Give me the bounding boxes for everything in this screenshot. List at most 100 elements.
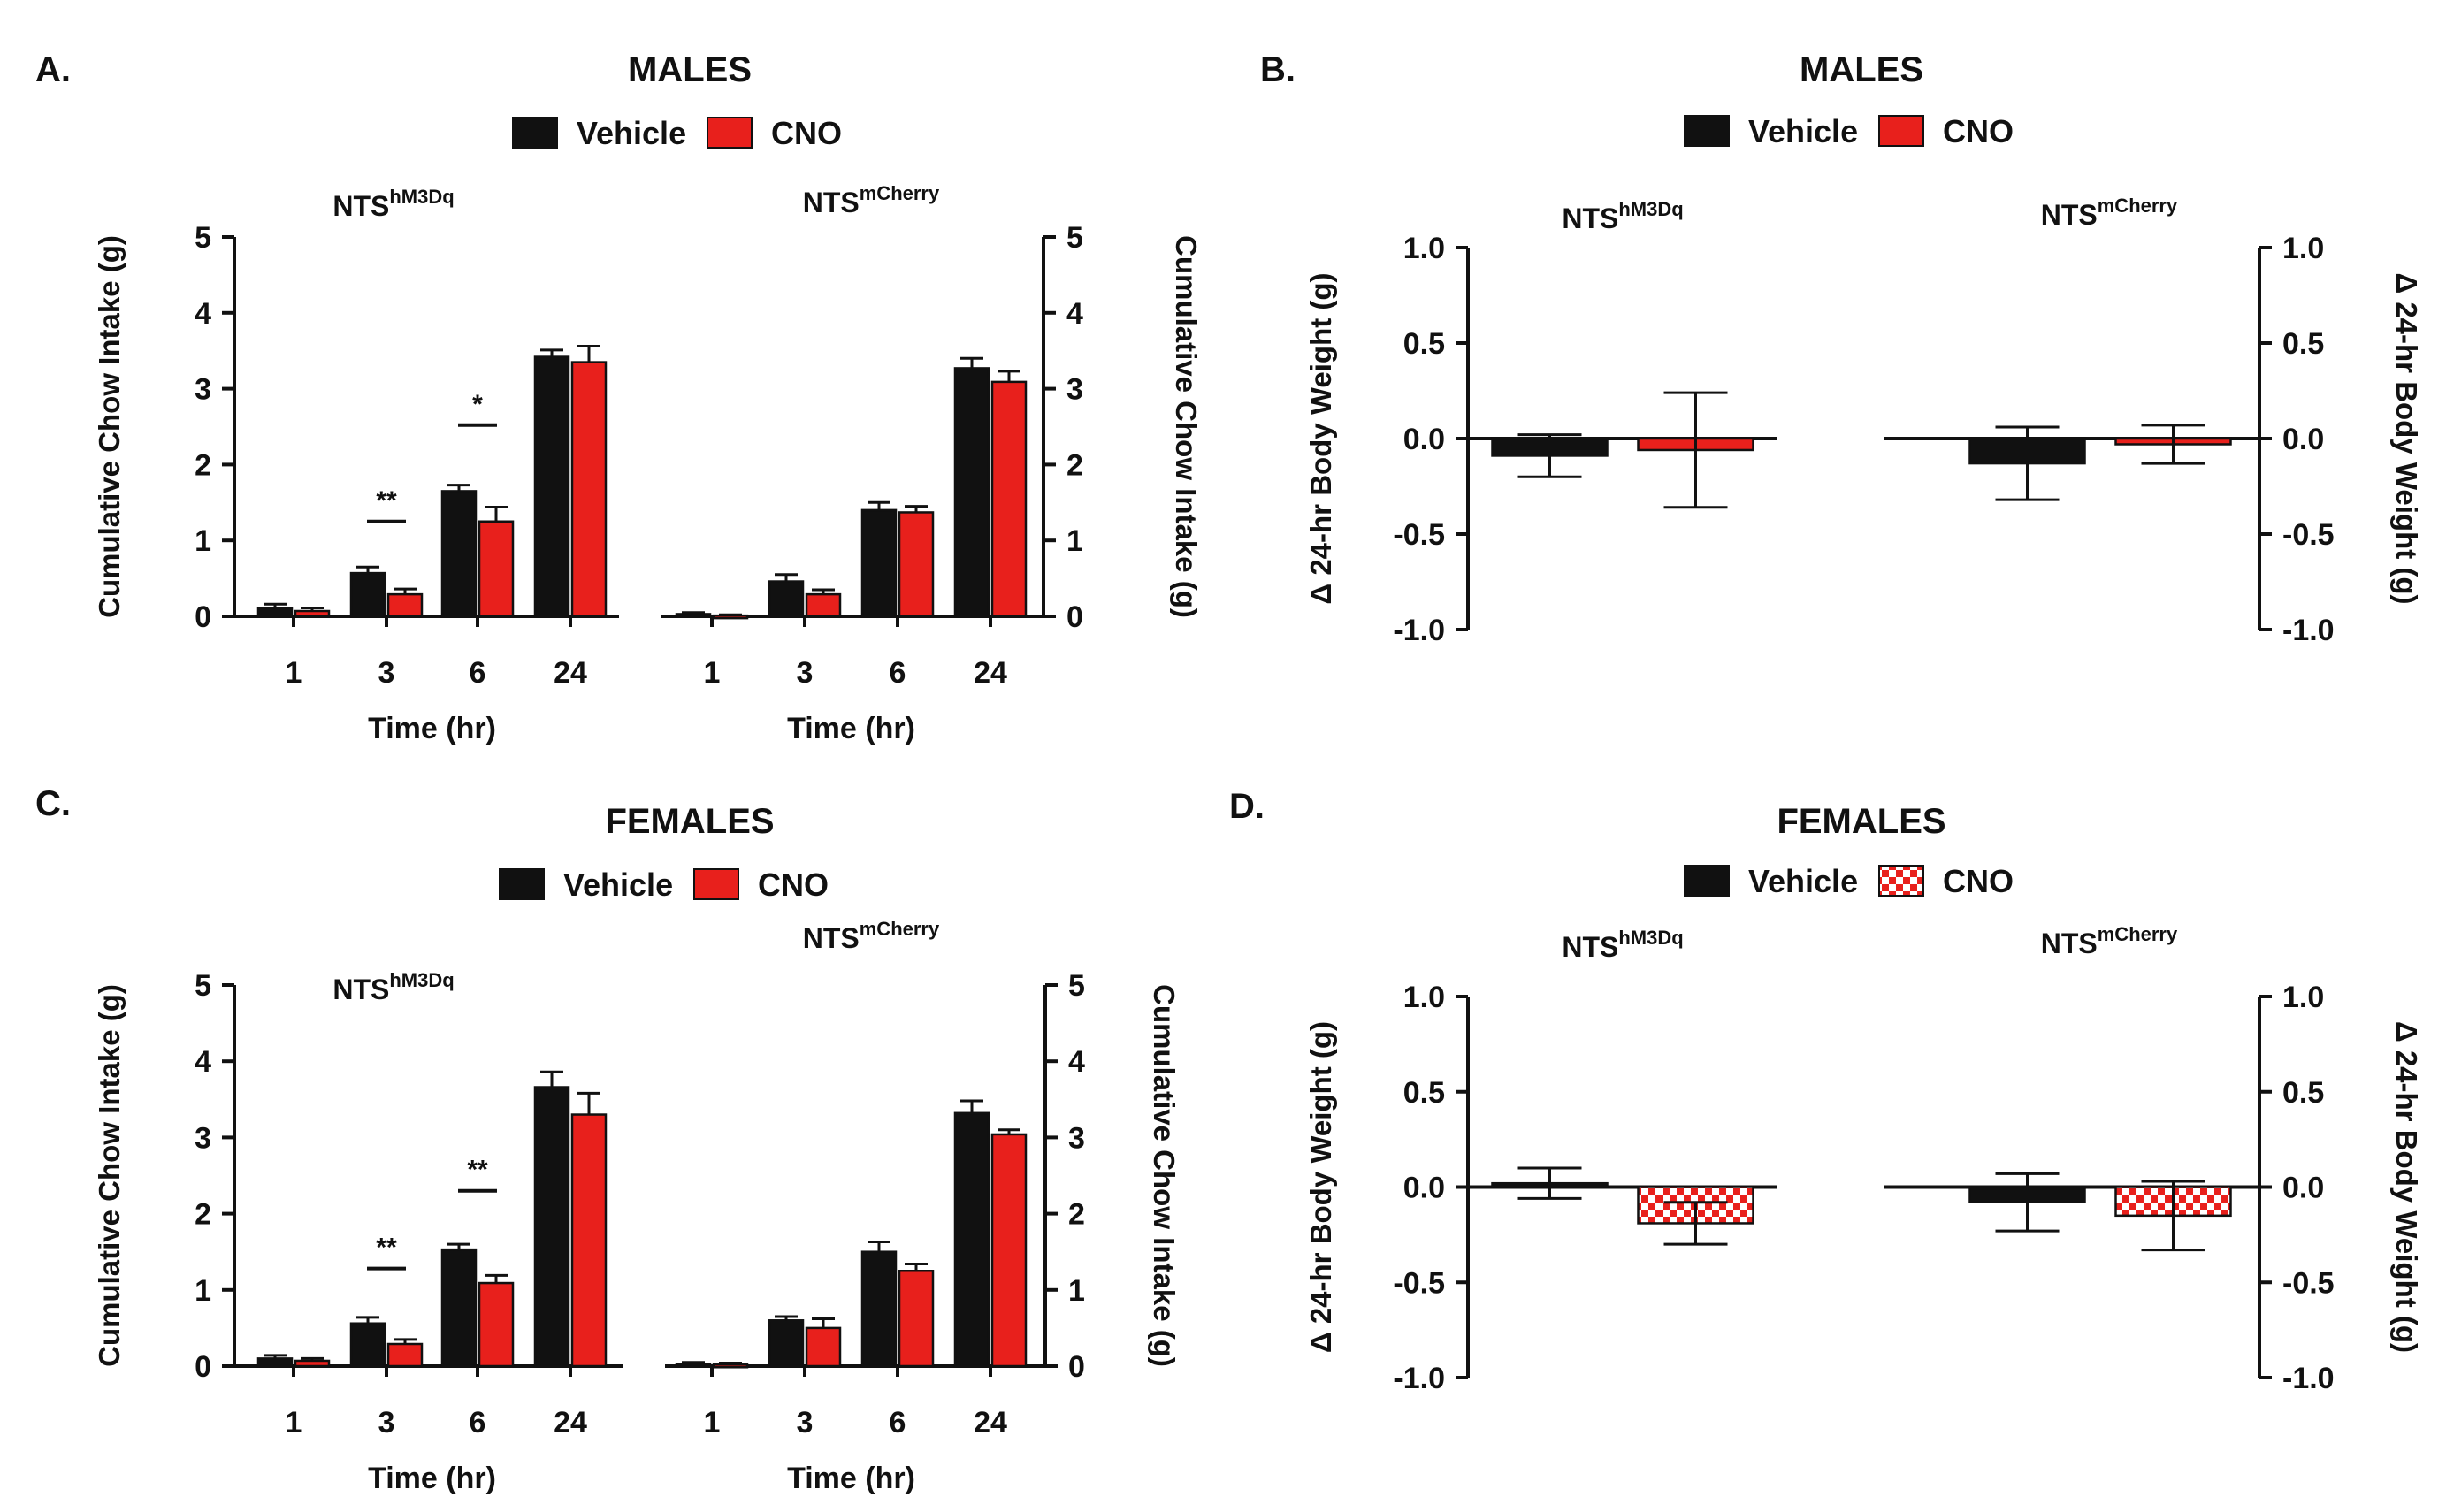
legend-swatch-vehicle <box>1684 865 1730 897</box>
y-tick-label: 3 <box>195 373 211 407</box>
bar-cno <box>990 1133 1028 1368</box>
legend-label-cno: CNO <box>1943 863 2014 899</box>
y-tick-label: 1 <box>195 1274 211 1308</box>
legend-label-vehicle: Vehicle <box>577 115 686 151</box>
y-tick-label: 5 <box>195 969 211 1003</box>
group-title: NTSmCherry <box>2041 195 2178 231</box>
legend-label-cno: CNO <box>1943 113 2014 149</box>
panel-title: FEMALES <box>605 802 774 841</box>
group-title-base: NTS <box>803 187 860 218</box>
x-tick-label: 3 <box>378 1406 395 1439</box>
x-tick-label: 24 <box>554 656 587 690</box>
y-tick-label: 5 <box>1066 221 1083 255</box>
legend: Vehicle CNO <box>499 867 829 903</box>
legend-swatch-cno <box>693 868 739 900</box>
x-tick-label: 1 <box>286 656 302 690</box>
x-axis-title: Time (hr) <box>368 1462 496 1495</box>
y-axis-title: Cumulative Chow Intake (g) <box>1148 984 1181 1367</box>
legend-label-vehicle: Vehicle <box>1748 863 1858 899</box>
group-title: NTSmCherry <box>803 182 940 218</box>
panel-label: D. <box>1229 787 1265 826</box>
y-axis-title: Cumulative Chow Intake (g) <box>93 984 126 1367</box>
y-tick-label: -0.5 <box>1393 1266 1445 1300</box>
bar-cno <box>898 1270 935 1368</box>
legend-swatch-cno <box>1878 865 1924 897</box>
bar-vehicle <box>440 1248 478 1368</box>
group-title: NTShM3Dq <box>333 186 454 222</box>
chart-a-mcherry: NTSmCherry 0 1 2 3 4 5 Cumulative Chow Intake (… <box>661 182 1203 745</box>
bar-cno <box>386 1342 424 1368</box>
y-tick-label: -0.5 <box>2282 1266 2335 1300</box>
bar-cno <box>898 511 935 618</box>
y-tick-label: 0.0 <box>2282 423 2324 456</box>
y-axis-title: Cumulative Chow Intake (g) <box>93 235 126 618</box>
x-tick-label: 3 <box>797 656 814 690</box>
group-title-base: NTS <box>333 190 389 222</box>
bar-vehicle <box>953 1111 990 1368</box>
bar-cno <box>478 1281 515 1368</box>
y-tick-label: 0.0 <box>2282 1172 2324 1205</box>
y-tick-label: 2 <box>1068 1198 1085 1232</box>
bar-vehicle <box>349 571 386 618</box>
panel-title: MALES <box>1800 50 1923 89</box>
legend: Vehicle CNO <box>512 115 842 151</box>
y-tick-label: 4 <box>195 1045 211 1079</box>
bar-vehicle <box>768 1319 805 1368</box>
y-axis-title: Cumulative Chow Intake (g) <box>1170 235 1203 618</box>
y-tick-label: 3 <box>1068 1121 1085 1155</box>
panel-header-d: D. FEMALES Vehicle CNO <box>1229 787 2014 899</box>
group-title-sup: mCherry <box>2098 923 2178 945</box>
panel-title: FEMALES <box>1777 802 1945 841</box>
y-axis-title: Δ 24-hr Body Weight (g) <box>1304 272 1337 604</box>
y-tick-label: 0 <box>1068 1350 1085 1384</box>
y-tick-label: 4 <box>1066 297 1083 331</box>
y-tick-label: 5 <box>195 221 211 255</box>
group-title-sup: mCherry <box>2098 195 2178 217</box>
y-tick-label: 0.0 <box>1403 423 1445 456</box>
y-axis-title: Δ 24-hr Body Weight (g) <box>2390 1021 2423 1353</box>
bar-vehicle <box>675 1363 712 1368</box>
bar-vehicle <box>768 580 805 618</box>
panel-label: B. <box>1260 50 1296 89</box>
group-title-base: NTS <box>1562 202 1618 234</box>
legend-swatch-vehicle <box>512 117 558 149</box>
group-title-sup: hM3Dq <box>389 186 454 208</box>
bar-cno <box>990 380 1028 618</box>
group-title-base: NTS <box>2041 928 2098 959</box>
legend-swatch-cno <box>1878 115 1924 147</box>
significance-label: * <box>472 390 483 419</box>
bar-cno <box>294 1359 331 1368</box>
y-tick-label: 2 <box>195 1198 211 1232</box>
x-tick-label: 1 <box>286 1406 302 1439</box>
x-tick-label: 1 <box>704 1406 721 1439</box>
y-tick-label: 4 <box>195 297 211 331</box>
group-title-base: NTS <box>333 974 389 1005</box>
bar-vehicle <box>256 607 294 618</box>
significance-label: ** <box>376 486 397 515</box>
significance-label: ** <box>376 1233 397 1263</box>
bar-vehicle <box>440 490 478 618</box>
bar-vehicle <box>256 1357 294 1368</box>
significance-label: ** <box>467 1156 488 1185</box>
group-title-sup: hM3Dq <box>1618 198 1683 220</box>
panel-header-a: A. MALES Vehicle CNO <box>35 50 842 151</box>
y-tick-label: 0 <box>195 1350 211 1384</box>
y-tick-label: -1.0 <box>2282 614 2335 647</box>
y-tick-label: 1.0 <box>1403 981 1445 1014</box>
group-title-base: NTS <box>803 922 860 954</box>
x-tick-label: 24 <box>974 1406 1007 1439</box>
x-tick-label: 6 <box>470 1406 486 1439</box>
legend-swatch-cno <box>707 117 753 149</box>
y-tick-label: 1 <box>195 524 211 558</box>
y-tick-label: 1 <box>1068 1274 1085 1308</box>
y-tick-label: 1.0 <box>2282 232 2324 265</box>
chart-a-hm3dq: NTShM3Dq 0 1 2 3 4 5 Cumulative Chow Intake (g)… <box>93 186 619 745</box>
y-tick-label: 0.5 <box>1403 327 1445 361</box>
group-title-sup: hM3Dq <box>1618 927 1683 949</box>
x-tick-label: 24 <box>554 1406 587 1439</box>
bar-vehicle <box>860 508 898 618</box>
y-tick-label: 3 <box>195 1121 211 1155</box>
x-tick-label: 24 <box>974 656 1007 690</box>
chart-c-mcherry: NTSmCherry 0 1 2 3 4 5 Cumulative Chow Intake (… <box>665 918 1181 1495</box>
